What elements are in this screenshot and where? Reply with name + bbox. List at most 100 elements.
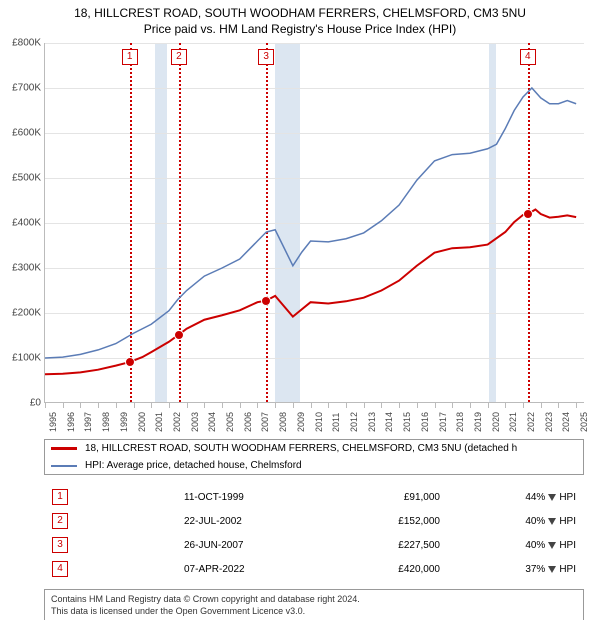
x-tick bbox=[187, 402, 188, 408]
y-axis-label: £0 bbox=[1, 398, 41, 409]
legend-swatch bbox=[51, 465, 77, 467]
footer-line1: Contains HM Land Registry data © Crown c… bbox=[51, 594, 577, 606]
x-axis-label: 2001 bbox=[154, 412, 164, 432]
x-tick bbox=[381, 402, 382, 408]
x-tick bbox=[311, 402, 312, 408]
sale-point bbox=[261, 296, 271, 306]
x-axis-label: 1997 bbox=[83, 412, 93, 432]
x-tick bbox=[80, 402, 81, 408]
x-tick bbox=[169, 402, 170, 408]
legend-item: 18, HILLCREST ROAD, SOUTH WOODHAM FERRER… bbox=[45, 440, 583, 457]
table-row: 326-JUN-2007£227,50040%HPI bbox=[44, 533, 584, 557]
legend-label: 18, HILLCREST ROAD, SOUTH WOODHAM FERRER… bbox=[85, 443, 517, 454]
x-axis-label: 2013 bbox=[367, 412, 377, 432]
x-axis-label: 2000 bbox=[137, 412, 147, 432]
x-axis-label: 2002 bbox=[172, 412, 182, 432]
x-axis-label: 1996 bbox=[66, 412, 76, 432]
chart-title: 18, HILLCREST ROAD, SOUTH WOODHAM FERRER… bbox=[0, 0, 600, 37]
sale-price: £152,000 bbox=[322, 509, 448, 533]
down-arrow-icon bbox=[548, 542, 556, 549]
table-row: 407-APR-2022£420,00037%HPI bbox=[44, 557, 584, 581]
sale-price: £227,500 bbox=[322, 533, 448, 557]
x-axis-label: 2016 bbox=[420, 412, 430, 432]
x-axis-label: 2019 bbox=[473, 412, 483, 432]
x-tick bbox=[576, 402, 577, 408]
legend-swatch bbox=[51, 447, 77, 450]
x-tick bbox=[222, 402, 223, 408]
x-tick bbox=[98, 402, 99, 408]
x-tick bbox=[275, 402, 276, 408]
x-tick bbox=[151, 402, 152, 408]
x-axis-label: 2006 bbox=[243, 412, 253, 432]
x-tick bbox=[346, 402, 347, 408]
x-tick bbox=[364, 402, 365, 408]
sale-price: £91,000 bbox=[322, 485, 448, 509]
x-tick bbox=[328, 402, 329, 408]
x-axis-label: 2018 bbox=[455, 412, 465, 432]
title-line2: Price paid vs. HM Land Registry's House … bbox=[0, 22, 600, 38]
y-axis-label: £100K bbox=[1, 353, 41, 364]
series-hpi bbox=[45, 88, 576, 358]
x-axis-label: 2015 bbox=[402, 412, 412, 432]
x-tick bbox=[257, 402, 258, 408]
legend-item: HPI: Average price, detached house, Chel… bbox=[45, 457, 583, 474]
x-axis-label: 2011 bbox=[331, 413, 341, 432]
x-axis-label: 2010 bbox=[314, 412, 324, 432]
x-tick bbox=[558, 402, 559, 408]
sale-date: 11-OCT-1999 bbox=[176, 485, 322, 509]
x-axis-label: 2005 bbox=[225, 412, 235, 432]
x-axis-label: 2004 bbox=[207, 412, 217, 432]
x-axis-label: 2017 bbox=[438, 412, 448, 432]
down-arrow-icon bbox=[548, 566, 556, 573]
y-axis-label: £700K bbox=[1, 83, 41, 94]
x-tick bbox=[541, 402, 542, 408]
sale-index: 2 bbox=[52, 513, 68, 529]
footer-line2: This data is licensed under the Open Gov… bbox=[51, 606, 577, 618]
title-line1: 18, HILLCREST ROAD, SOUTH WOODHAM FERRER… bbox=[0, 6, 600, 22]
x-axis-label: 1995 bbox=[48, 412, 58, 432]
footer-attribution: Contains HM Land Registry data © Crown c… bbox=[44, 589, 584, 620]
x-tick bbox=[116, 402, 117, 408]
x-tick bbox=[134, 402, 135, 408]
chart-lines bbox=[45, 43, 584, 402]
down-arrow-icon bbox=[548, 494, 556, 501]
sale-index: 1 bbox=[52, 489, 68, 505]
x-axis-label: 2022 bbox=[526, 412, 536, 432]
y-axis-label: £500K bbox=[1, 173, 41, 184]
series-property bbox=[45, 210, 576, 375]
x-tick bbox=[45, 402, 46, 408]
x-tick bbox=[505, 402, 506, 408]
y-axis-label: £200K bbox=[1, 308, 41, 319]
sale-pct-vs-hpi: 44%HPI bbox=[448, 485, 584, 509]
sales-table: 111-OCT-1999£91,00044%HPI222-JUL-2002£15… bbox=[44, 485, 584, 581]
x-tick bbox=[293, 402, 294, 408]
x-tick bbox=[417, 402, 418, 408]
x-axis-label: 2023 bbox=[544, 412, 554, 432]
down-arrow-icon bbox=[548, 518, 556, 525]
x-axis-label: 2021 bbox=[508, 412, 518, 432]
sale-point bbox=[125, 357, 135, 367]
sale-index: 3 bbox=[52, 537, 68, 553]
sale-pct-vs-hpi: 40%HPI bbox=[448, 509, 584, 533]
chart-legend: 18, HILLCREST ROAD, SOUTH WOODHAM FERRER… bbox=[44, 439, 584, 475]
y-axis-label: £300K bbox=[1, 263, 41, 274]
x-axis-label: 2025 bbox=[579, 412, 589, 432]
x-axis-label: 2003 bbox=[190, 412, 200, 432]
x-tick bbox=[63, 402, 64, 408]
x-axis-label: 2009 bbox=[296, 412, 306, 432]
y-axis-label: £400K bbox=[1, 218, 41, 229]
table-row: 1 11-OCT-1999£91,00044%HPI bbox=[44, 485, 584, 509]
x-tick bbox=[435, 402, 436, 408]
legend-label: HPI: Average price, detached house, Chel… bbox=[85, 460, 302, 471]
x-axis-label: 2024 bbox=[561, 412, 571, 432]
y-axis-label: £800K bbox=[1, 38, 41, 49]
x-axis-label: 1998 bbox=[101, 412, 111, 432]
x-tick bbox=[399, 402, 400, 408]
x-tick bbox=[488, 402, 489, 408]
x-tick bbox=[204, 402, 205, 408]
sale-point bbox=[523, 209, 533, 219]
x-tick bbox=[523, 402, 524, 408]
sale-price: £420,000 bbox=[322, 557, 448, 581]
x-axis-label: 2007 bbox=[260, 412, 270, 432]
x-axis-label: 2014 bbox=[384, 412, 394, 432]
